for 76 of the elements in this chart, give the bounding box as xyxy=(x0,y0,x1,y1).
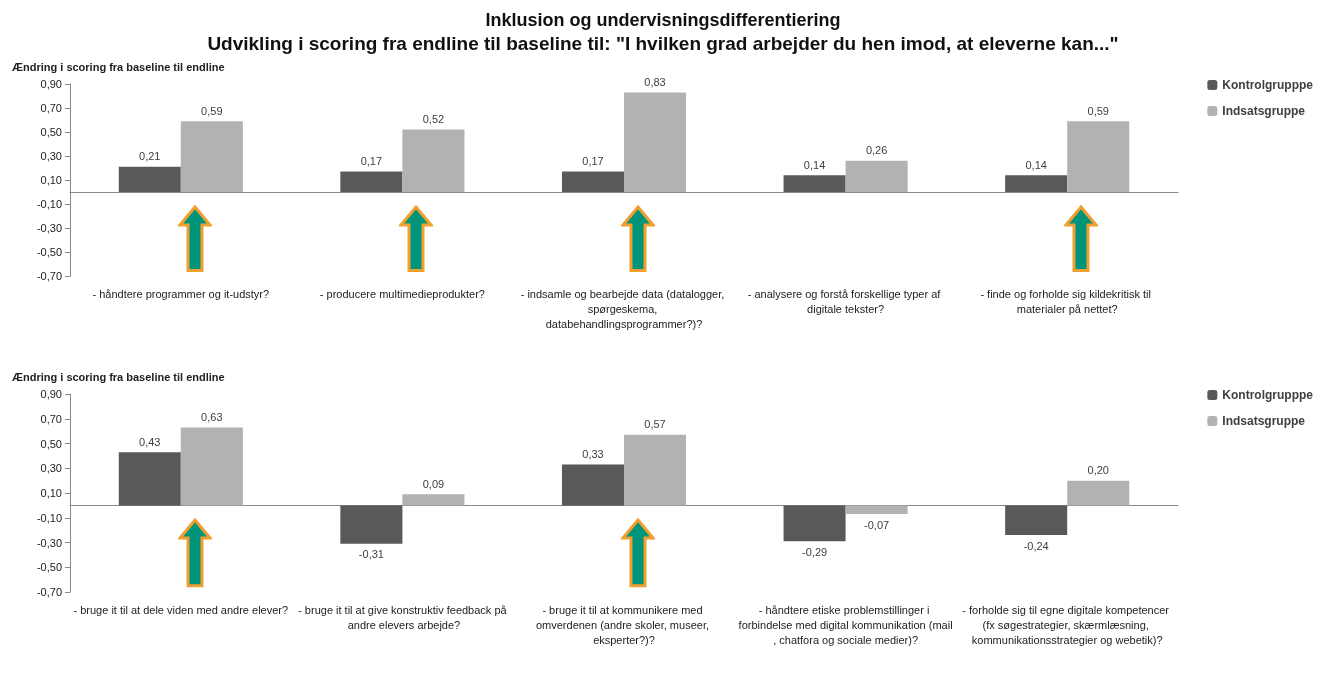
bar xyxy=(402,494,465,506)
x-tick-label: - indsamle og bearbejde data (datalogger, spørgeskema, databehandlingsprogrammer?)? xyxy=(520,287,728,330)
data-label: 0,20 xyxy=(1087,464,1109,477)
bar xyxy=(783,175,846,192)
data-label: 0,83 xyxy=(644,75,666,88)
bar xyxy=(624,92,687,192)
x-tick-label: - forholde sig til egne digitale kompetencer (fx søgestrategier, skærmlæsning, kommunikationsstrategier og webetik)? xyxy=(962,603,1173,646)
x-tick-label: - producere multimedieprodukter? xyxy=(319,287,485,300)
legend-label: Indsatsgruppe xyxy=(1222,414,1306,428)
y-tick-label: 0,10 xyxy=(40,174,62,186)
bar xyxy=(845,505,908,515)
y-tick-label: 0,90 xyxy=(40,78,62,90)
x-tick-label: - håndtere etiske problemstillinger i forbindelse med digital kommunikation (mail, chatfora og sociale medier)? xyxy=(738,603,953,646)
bar xyxy=(118,166,181,192)
data-label: 0,21 xyxy=(139,150,161,163)
bar xyxy=(1005,175,1068,192)
y-tick-label: -0,50 xyxy=(36,246,62,258)
x-tick-label: - bruge it til at dele viden med andre elever? xyxy=(73,603,289,616)
data-label: 0,52 xyxy=(422,113,445,126)
y-tick-label: 0,10 xyxy=(40,487,62,499)
y-tick-label: -0,10 xyxy=(36,198,62,210)
y-tick-label: -0,70 xyxy=(36,586,62,598)
x-tick-label: - bruge it til at give konstruktiv feedback på andre elevers arbejde? xyxy=(298,603,508,631)
chart-title: Inklusion og undervisningsdifferentiering xyxy=(484,9,842,32)
y-tick-label: -0,70 xyxy=(36,270,62,282)
bar xyxy=(1067,480,1130,506)
y-tick-label: -0,50 xyxy=(36,561,62,574)
data-label: -0,07 xyxy=(864,518,890,531)
bar xyxy=(561,171,624,192)
data-label: -0,29 xyxy=(802,545,828,558)
bar xyxy=(180,427,243,506)
x-tick-label: - bruge it til at kommunikere med omverdenen (andre skoler, museer, eksperter?)? xyxy=(535,603,713,646)
data-label: 0,59 xyxy=(201,104,223,117)
y-tick-label: 0,70 xyxy=(40,412,62,425)
y-tick-label: -0,30 xyxy=(36,222,62,234)
y-axis-title: Ændring i scoring fra baseline til endline xyxy=(12,60,225,73)
y-axis-title: Ændring i scoring fra baseline til endline xyxy=(12,370,225,383)
data-label: 0,43 xyxy=(139,435,161,448)
y-tick-label: 0,30 xyxy=(40,150,62,162)
data-label: -0,31 xyxy=(358,548,384,561)
bar xyxy=(340,505,403,544)
legend-label: Indsatsgruppe xyxy=(1222,104,1306,118)
y-tick-label: 0,30 xyxy=(40,462,62,475)
legend-label: Kontrolgrupppe xyxy=(1222,388,1314,402)
data-label: 0,33 xyxy=(582,448,604,461)
data-label: -0,24 xyxy=(1023,539,1049,552)
data-label: 0,14 xyxy=(803,158,826,171)
x-tick-label: - finde og forholde sig kildekritisk til materialer på nettet? xyxy=(980,287,1155,315)
data-label: 0,63 xyxy=(201,410,223,423)
data-label: 0,14 xyxy=(1025,158,1047,171)
x-tick-label: - analysere og forstå forskellige typer af digitale tekster? xyxy=(747,287,944,315)
bar xyxy=(561,464,624,506)
bar xyxy=(624,434,687,506)
data-label: 0,59 xyxy=(1087,104,1109,117)
x-tick-label: - håndtere programmer og it-udstyr? xyxy=(92,287,270,300)
bar xyxy=(1067,121,1130,192)
data-label: 0,26 xyxy=(865,144,888,157)
data-label: 0,17 xyxy=(360,155,383,168)
y-tick-label: 0,70 xyxy=(40,102,62,114)
data-label: 0,09 xyxy=(422,477,445,490)
bar xyxy=(118,452,181,506)
y-tick-label: 0,50 xyxy=(40,437,62,450)
chart-subtitle: Udvikling i scoring fra endline til baseline til: "I hvilken grad arbejder du hen imod, at eleverne kan..." xyxy=(206,32,1120,56)
bar xyxy=(340,171,403,192)
legend-label: Kontrolgrupppe xyxy=(1222,78,1314,92)
y-tick-label: 0,50 xyxy=(40,126,62,138)
y-tick-label: 0,90 xyxy=(40,388,62,400)
bar xyxy=(1005,505,1068,536)
data-label: 0,17 xyxy=(582,155,604,168)
y-tick-label: -0,30 xyxy=(36,536,62,549)
bar xyxy=(180,121,243,192)
data-label: 0,57 xyxy=(644,418,666,431)
bar xyxy=(845,160,908,192)
bar xyxy=(783,505,846,542)
y-tick-label: -0,10 xyxy=(36,511,62,524)
bar xyxy=(402,129,465,192)
